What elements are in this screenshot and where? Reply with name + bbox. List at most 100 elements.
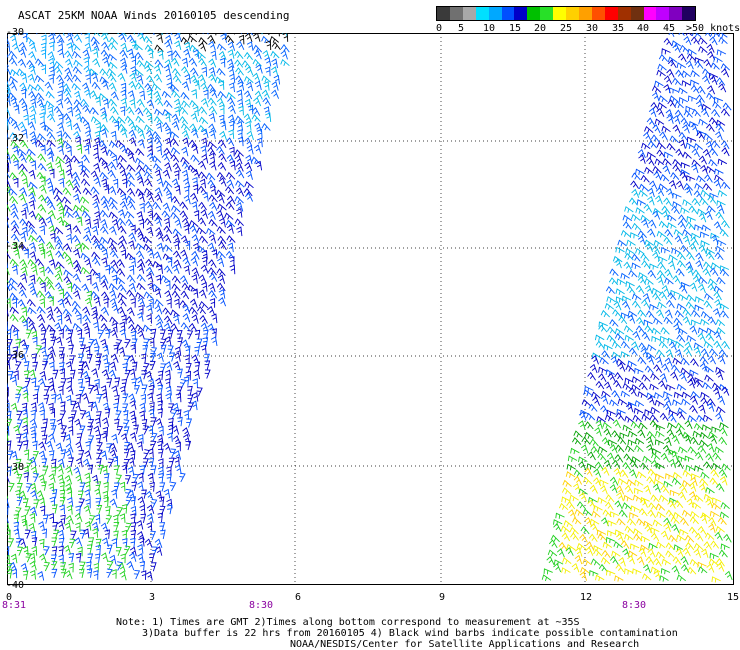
wind-barb — [656, 107, 665, 117]
legend-swatch — [669, 7, 683, 20]
wind-barb — [7, 433, 9, 443]
wind-barb — [56, 314, 63, 325]
wind-barb — [624, 525, 634, 534]
wind-barb — [675, 548, 684, 558]
wind-barb — [121, 378, 128, 389]
wind-barb — [82, 458, 91, 468]
wind-barb — [154, 44, 164, 52]
wind-barb — [137, 258, 146, 268]
wind-barb — [135, 115, 145, 124]
wind-barb — [166, 504, 173, 515]
wind-barb — [558, 541, 568, 551]
wind-barb — [675, 148, 684, 158]
wind-barb — [159, 505, 166, 515]
wind-barb — [29, 251, 37, 261]
wind-barb — [89, 107, 99, 116]
wind-barb — [691, 33, 702, 38]
wind-barb — [53, 65, 63, 75]
wind-barb — [193, 242, 200, 253]
wind-barb — [144, 200, 154, 210]
wind-barb — [84, 226, 92, 237]
wind-barb — [121, 314, 127, 325]
wind-barb — [668, 413, 677, 423]
wind-barb — [75, 136, 81, 147]
wind-barb — [168, 457, 175, 467]
wind-barb — [35, 139, 45, 148]
wind-barb — [706, 92, 716, 101]
wind-barb — [169, 84, 180, 92]
wind-barb — [225, 34, 235, 43]
wind-barb — [649, 419, 659, 429]
wind-barb — [149, 352, 156, 363]
wind-barb — [108, 82, 117, 92]
wind-barb — [603, 428, 612, 438]
wind-barb — [209, 298, 216, 308]
wind-barb — [156, 393, 162, 403]
wind-barb — [228, 104, 236, 114]
wind-barb — [60, 424, 67, 435]
wind-barb — [125, 475, 132, 485]
wind-barb — [689, 395, 699, 405]
wind-barb — [718, 33, 728, 39]
wind-barb — [244, 33, 253, 43]
wind-barb — [708, 558, 719, 566]
wind-barb — [208, 234, 217, 244]
wind-barb — [584, 467, 593, 477]
wind-barb — [128, 323, 137, 333]
wind-barb — [667, 422, 677, 430]
wind-barb — [20, 562, 28, 573]
wind-barb — [198, 42, 207, 52]
wind-barb — [547, 549, 558, 557]
wind-barb — [63, 275, 72, 285]
wind-barb — [82, 104, 91, 114]
wind-barb — [716, 239, 727, 247]
wind-barb — [226, 171, 236, 180]
note-line-3: NOAA/NESDIS/Center for Satellite Applica… — [290, 639, 640, 650]
wind-barb — [30, 137, 37, 148]
wind-barb — [106, 568, 113, 578]
wind-barb — [582, 508, 593, 516]
wind-barb — [715, 412, 724, 422]
wind-barb — [618, 509, 628, 518]
wind-barb — [81, 178, 91, 187]
wind-barb — [280, 50, 288, 60]
wind-barb — [616, 408, 626, 416]
wind-barb — [204, 360, 211, 370]
wind-barb — [146, 504, 155, 514]
wind-barb — [627, 550, 638, 558]
wind-barb — [226, 154, 235, 164]
wind-barb — [698, 404, 706, 414]
wind-barb — [15, 489, 21, 500]
wind-barb — [706, 205, 716, 213]
wind-barb — [710, 62, 720, 70]
wind-barb — [704, 292, 714, 300]
wind-barb — [676, 62, 687, 69]
wind-barb — [64, 96, 73, 106]
wind-barb — [655, 430, 665, 438]
wind-barb — [12, 145, 19, 156]
wind-barb — [97, 242, 108, 251]
wind-barb — [112, 455, 119, 466]
wind-barb — [169, 352, 176, 362]
wind-barb — [197, 217, 207, 227]
wind-barb — [191, 314, 199, 324]
wind-barb — [170, 408, 178, 419]
wind-barb — [616, 518, 626, 526]
wind-barb — [671, 477, 682, 486]
wind-barb — [77, 546, 83, 557]
wind-barb — [137, 138, 145, 149]
wind-barb — [149, 401, 155, 412]
wind-barb — [102, 345, 109, 355]
wind-barbs-left-swath — [7, 33, 290, 581]
wind-barb — [170, 211, 180, 220]
wind-barb — [56, 98, 64, 109]
wind-barb — [595, 461, 604, 471]
wind-barb — [581, 436, 591, 445]
wind-barb — [630, 180, 639, 189]
wind-barb — [7, 65, 11, 76]
wind-barb — [692, 430, 703, 438]
wind-barb — [13, 528, 20, 539]
wind-barb — [145, 129, 155, 140]
wind-barb — [30, 402, 37, 412]
wind-barb — [615, 288, 625, 296]
